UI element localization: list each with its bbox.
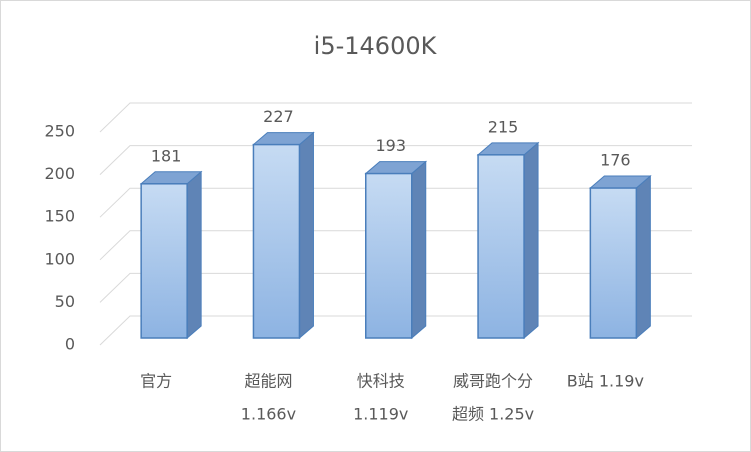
x-tick-label: B站 1.19v (567, 372, 644, 391)
y-tick-label: 200 (44, 164, 75, 183)
value-label: 215 (488, 117, 519, 136)
x-tick-label: 1.166v (241, 405, 296, 424)
y-tick-label: 100 (44, 249, 75, 268)
bar (252, 143, 301, 339)
x-tick-label: 官方 (140, 372, 172, 391)
bar-side (186, 170, 202, 340)
x-tick-label: 1.119v (353, 405, 408, 424)
y-tick-label: 50 (55, 292, 75, 311)
x-tick-label: 超能网 (244, 372, 292, 391)
bar-side (298, 131, 314, 340)
x-tick-label: 威哥跑个分 (453, 372, 533, 391)
value-label: 181 (151, 146, 182, 165)
bar (140, 183, 188, 339)
bar-side (635, 174, 651, 340)
y-tick-label: 250 (44, 122, 75, 141)
y-tick-label: 150 (44, 207, 75, 226)
value-label: 193 (375, 136, 406, 155)
x-tick-label: 快科技 (357, 372, 405, 391)
x-tick-label: 超频 1.25v (452, 405, 534, 424)
grid-line (99, 102, 692, 133)
bar-side (523, 141, 539, 340)
bar (477, 154, 525, 339)
value-label: 227 (263, 107, 294, 126)
y-tick-label: 0 (65, 335, 75, 354)
bar (365, 172, 413, 339)
chart-title: i5-14600K (314, 32, 438, 60)
bar (589, 187, 638, 339)
value-label: 176 (600, 151, 631, 170)
bar-side (411, 160, 427, 340)
